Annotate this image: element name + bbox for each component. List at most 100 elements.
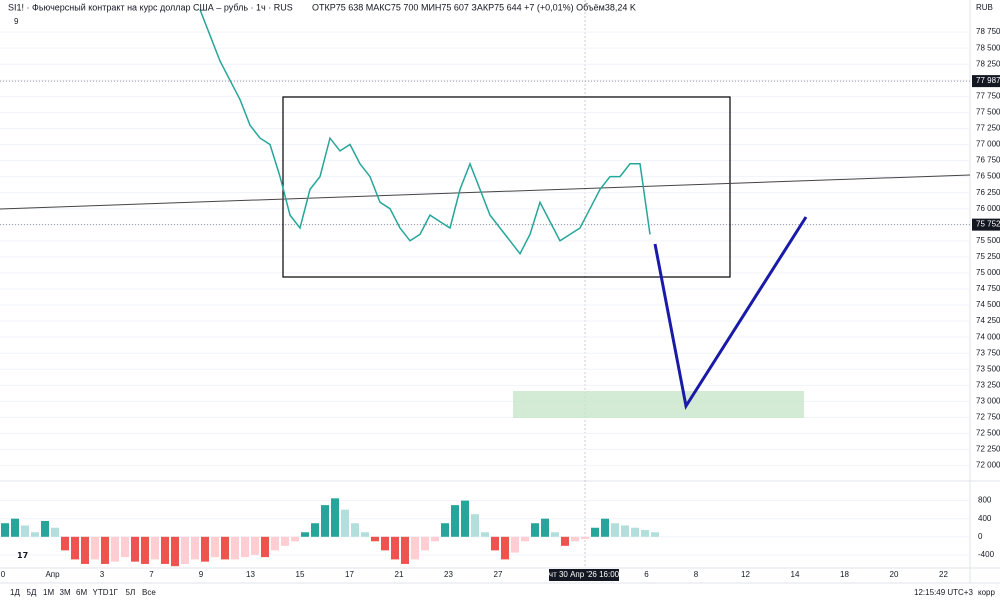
osc-bar — [161, 536, 169, 564]
osc-bar — [351, 523, 359, 537]
osc-bar — [401, 536, 409, 564]
x-tick-label: 0 — [1, 570, 6, 579]
x-tick-label: 22 — [939, 570, 948, 579]
range-button[interactable]: 6М — [76, 588, 87, 597]
x-tick-label: 23 — [444, 570, 453, 579]
osc-bar — [311, 523, 319, 537]
indicator-count: 9 — [14, 17, 19, 26]
x-tick-label: 7 — [149, 570, 154, 579]
x-tick-label: 3 — [100, 570, 105, 579]
osc-bar — [381, 536, 389, 551]
osc-bar — [521, 536, 529, 542]
osc-bar — [561, 536, 569, 546]
osc-bar — [131, 536, 139, 562]
y-tick-label: 72 250 — [976, 445, 1000, 454]
range-button[interactable]: 5Л — [126, 588, 136, 597]
osc-bar — [411, 536, 419, 560]
y-tick-label: 73 000 — [976, 396, 1000, 405]
osc-bar — [361, 532, 369, 537]
y-tick-label: 72 750 — [976, 413, 1000, 422]
y-tick-label: 74 500 — [976, 300, 1000, 309]
y-tick-label: 74 000 — [976, 332, 1000, 341]
y-tick-label: 77 250 — [976, 124, 1000, 133]
y-tick-label: 78 750 — [976, 27, 1000, 36]
x-tick-label: 20 — [890, 570, 899, 579]
osc-bar — [211, 536, 219, 558]
price-badge — [972, 218, 1000, 231]
osc-bar — [221, 536, 229, 560]
y-tick-label: 76 250 — [976, 188, 1000, 197]
osc-bar — [481, 532, 489, 537]
range-button[interactable]: 5Д — [27, 588, 37, 597]
crosshair-badge — [549, 569, 619, 581]
osc-bar — [621, 525, 629, 537]
osc-bar — [201, 536, 209, 562]
osc-bar — [421, 536, 429, 551]
osc-bar — [371, 536, 379, 542]
osc-bar — [81, 536, 89, 564]
osc-bar — [281, 536, 289, 546]
x-tick-label: 18 — [840, 570, 849, 579]
osc-bar — [181, 536, 189, 564]
x-tick-label: 12 — [741, 570, 750, 579]
range-button[interactable]: 1М — [43, 588, 54, 597]
y-tick-label: 73 750 — [976, 348, 1000, 357]
osc-bar — [271, 536, 279, 551]
osc-bar — [91, 536, 99, 560]
osc-bar — [541, 518, 549, 537]
osc-bar — [651, 532, 659, 537]
logo: 𝟭𝟳 — [17, 551, 28, 560]
osc-tick-label: 0 — [978, 532, 983, 541]
osc-tick-label: 800 — [978, 496, 992, 505]
osc-bar — [251, 536, 259, 555]
osc-bar — [471, 514, 479, 537]
osc-bar — [451, 505, 459, 537]
range-box — [282, 96, 731, 278]
y-tick-label: 77 500 — [976, 107, 1000, 116]
y-tick-label: 72 500 — [976, 429, 1000, 438]
mode[interactable]: корр — [978, 588, 995, 597]
y-tick-label: 75 250 — [976, 252, 1000, 261]
currency[interactable]: RUB — [976, 3, 993, 12]
osc-bar — [261, 536, 269, 558]
range-button[interactable]: Все — [142, 588, 156, 597]
osc-bar — [11, 518, 19, 537]
y-tick-label: 75 500 — [976, 236, 1000, 245]
osc-bar — [641, 530, 649, 537]
osc-bar — [431, 536, 439, 542]
price-label: 77 987 — [976, 76, 1000, 85]
y-tick-label: 78 250 — [976, 59, 1000, 68]
y-tick-label: 76 750 — [976, 156, 1000, 165]
range-button[interactable]: 3М — [60, 588, 71, 597]
x-tick-label: 6 — [644, 570, 649, 579]
osc-bar — [571, 536, 579, 542]
range-button[interactable]: 1Д — [10, 588, 20, 597]
projection — [653, 216, 808, 410]
y-tick-label: 72 000 — [976, 461, 1000, 470]
x-tick-label: 17 — [345, 570, 354, 579]
osc-bar — [511, 536, 519, 553]
osc-bar — [171, 536, 179, 567]
osc-bar — [531, 523, 539, 537]
x-tick-label: 21 — [395, 570, 404, 579]
osc-bar — [111, 536, 119, 562]
osc-bar — [331, 498, 339, 537]
crosshair-label: чт 30 Апр '26 16:00 — [549, 570, 620, 579]
price-badge — [972, 75, 1000, 88]
ohlc: ОТКР75 638 МАКС75 700 МИН75 607 ЗАКР75 6… — [312, 2, 636, 12]
y-tick-label: 73 500 — [976, 364, 1000, 373]
osc-bar — [101, 536, 109, 564]
osc-bar — [141, 536, 149, 564]
osc-bar — [491, 536, 499, 551]
osc-bar — [241, 536, 249, 558]
y-tick-label: 76 500 — [976, 172, 1000, 181]
osc-tick-label: 400 — [978, 514, 992, 523]
osc-bar — [321, 505, 329, 537]
price-label: 75 752 — [976, 220, 1000, 229]
osc-bar — [151, 536, 159, 560]
range-button[interactable]: YTD — [93, 588, 109, 597]
clock: 12:15:49 UTC+3 — [914, 588, 973, 597]
trend-line — [0, 174, 971, 210]
range-button[interactable]: 1Г — [109, 588, 118, 597]
